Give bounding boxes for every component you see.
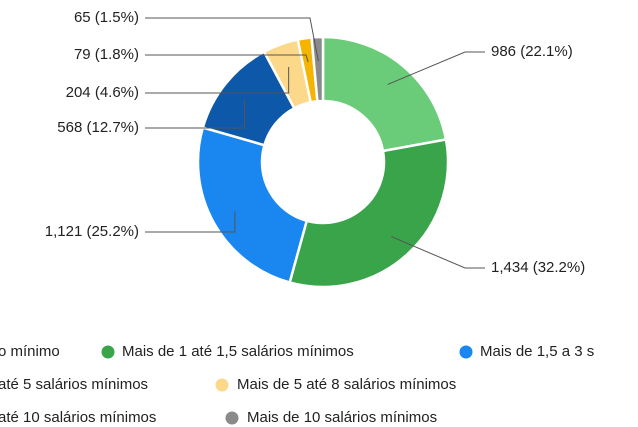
data-label: 986 (22.1%) xyxy=(491,43,573,60)
donut-slice xyxy=(288,138,450,289)
leader-line xyxy=(145,211,236,233)
leader-line xyxy=(145,98,245,129)
leader-line xyxy=(145,67,290,94)
data-label: 65 (1.5%) xyxy=(74,9,139,26)
legend-label: até 5 salários mínimos xyxy=(0,376,148,393)
legend-label: Mais de 1,5 a 3 s xyxy=(480,343,594,360)
data-label: 79 (1.8%) xyxy=(74,46,139,63)
legend-label: Mais de 5 até 8 salários mínimos xyxy=(237,376,456,393)
donut-slice xyxy=(321,35,448,153)
legend-marker xyxy=(459,345,473,359)
data-label: 568 (12.7%) xyxy=(57,119,139,136)
legend-marker xyxy=(101,345,115,359)
legend-label: até 10 salários mínimos xyxy=(0,409,156,426)
leader-line xyxy=(387,51,485,85)
legend-label: Mais de 1 até 1,5 salários mínimos xyxy=(122,343,354,360)
data-label: 1,121 (25.2%) xyxy=(45,223,139,240)
data-label: 1,434 (32.2%) xyxy=(491,259,585,276)
donut-slice xyxy=(196,125,309,285)
donut-slice xyxy=(310,35,325,103)
legend-marker xyxy=(225,411,239,425)
legend-marker xyxy=(215,378,229,392)
leader-line xyxy=(145,17,319,62)
leader-line xyxy=(145,54,309,63)
leader-line xyxy=(390,236,485,269)
data-label: 204 (4.6%) xyxy=(66,84,139,101)
legend-label: Mais de 10 salários mínimos xyxy=(247,409,437,426)
legend-label: o mínimo xyxy=(0,343,60,360)
